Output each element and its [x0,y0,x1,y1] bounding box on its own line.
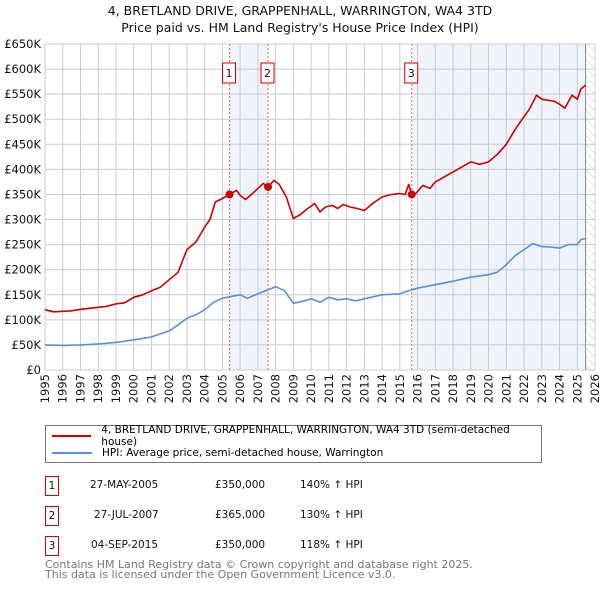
transaction-row: 3 04-SEP-2015 £350,000 118% ↑ HPI [45,536,545,556]
x-tick-label: 2003 [180,374,194,403]
sale-label: 1 [226,67,233,80]
x-tick-label: 2019 [464,374,478,403]
x-tick-label: 2012 [340,374,354,403]
x-tick-label: 2008 [269,374,283,403]
transaction-hpi: 118% ↑ HPI [300,539,363,551]
y-tick-label: £300K [4,213,41,227]
y-tick-label: £250K [4,238,41,252]
legend-item-property: 4, BRETLAND DRIVE, GRAPPENHALL, WARRINGT… [52,424,541,448]
x-tick-label: 2001 [144,374,158,403]
footer-licence: This data is licensed under the Open Gov… [45,568,396,581]
x-tick-label: 2015 [393,374,407,403]
x-tick-label: 2018 [446,374,460,403]
y-tick-label: £650K [4,37,41,51]
x-tick-label: 2022 [517,374,531,403]
property-series-line [44,84,587,313]
transaction-price: £365,000 [215,509,266,521]
x-tick-label: 2000 [127,374,141,403]
transaction-number: 2 [45,506,59,526]
transaction-date: 27-MAY-2005 [90,479,159,491]
y-tick-label: £100K [4,313,41,327]
x-tick-label: 2007 [251,374,265,403]
x-tick-label: 1996 [56,374,70,403]
y-tick-label: £550K [4,87,41,101]
y-tick-label: £450K [4,137,41,151]
forecast-hatch [585,44,595,370]
transaction-row: 1 27-MAY-2005 £350,000 140% ↑ HPI [45,476,545,496]
sale-label: 3 [408,67,415,80]
x-tick-label: 2021 [499,374,513,403]
transaction-hpi: 140% ↑ HPI [300,479,363,491]
transaction-date: 04-SEP-2015 [91,539,159,551]
legend-line-hpi [52,452,92,454]
y-tick-label: £50K [12,338,42,352]
transaction-price: £350,000 [215,539,266,551]
x-tick-label: 2025 [570,374,584,403]
y-tick-label: £400K [4,162,41,176]
x-tick-label: 2010 [304,374,318,403]
sale-label-box [404,62,419,84]
x-tick-label: 2026 [588,374,600,403]
transaction-row: 2 27-JUL-2007 £365,000 130% ↑ HPI [45,506,545,526]
shaded-period [411,44,586,370]
transaction-number: 1 [45,476,59,496]
x-tick-label: 2017 [428,374,442,403]
y-tick-label: £350K [4,187,41,201]
chart-title-subtitle: Price paid vs. HM Land Registry's House … [121,20,479,35]
price-chart: 1995 1996 1997 1998 1999 2000 2001 2002 2003 2004… [4,37,600,403]
x-tick-label: 2013 [357,374,371,403]
x-tick-label: 2014 [375,374,389,403]
transaction-number: 3 [45,536,59,556]
transaction-date: 27-JUL-2007 [94,509,159,521]
x-tick-label: 2011 [322,374,336,403]
legend-item-hpi: HPI: Average price, semi-detached house,… [52,445,383,461]
legend: 4, BRETLAND DRIVE, GRAPPENHALL, WARRINGT… [45,424,542,463]
x-tick-label: 2009 [286,374,300,403]
legend-label-hpi: HPI: Average price, semi-detached house,… [102,447,384,459]
x-tick-label: 2020 [482,374,496,403]
sale-point [407,190,416,199]
sale-point [225,190,234,199]
hpi-series-line [44,237,586,347]
sale-label-box [260,62,275,84]
y-tick-label: £0 [26,363,41,377]
x-tick-label: 2004 [198,374,212,403]
x-tick-label: 1998 [91,374,105,403]
chart-title-address: 4, BRETLAND DRIVE, GRAPPENHALL, WARRINGT… [107,3,493,18]
sale-label-box [222,62,237,84]
sale-label: 2 [264,67,271,80]
x-tick-label: 2016 [411,374,425,403]
shaded-period [229,44,269,370]
x-tick-label: 2024 [553,374,567,403]
x-tick-label: 2023 [535,374,549,403]
x-tick-label: 2005 [215,374,229,403]
x-tick-label: 2002 [162,374,176,403]
legend-line-property [52,435,92,437]
x-tick-label: 1999 [109,374,123,403]
transaction-hpi: 130% ↑ HPI [300,509,363,521]
y-tick-label: £600K [4,62,41,76]
x-tick-label: 1997 [73,374,87,403]
x-tick-label: 2006 [233,374,247,403]
x-tick-label: 1995 [38,374,52,403]
y-tick-label: £500K [4,112,41,126]
y-tick-label: £150K [4,288,41,302]
sale-point [264,182,273,191]
footer-copyright: Contains HM Land Registry data © Crown c… [45,558,473,571]
legend-label-property: 4, BRETLAND DRIVE, GRAPPENHALL, WARRINGT… [101,424,510,448]
y-tick-label: £200K [4,263,41,277]
footer-attribution: Contains HM Land Registry data © Crown c… [45,558,473,581]
transaction-price: £350,000 [215,479,266,491]
